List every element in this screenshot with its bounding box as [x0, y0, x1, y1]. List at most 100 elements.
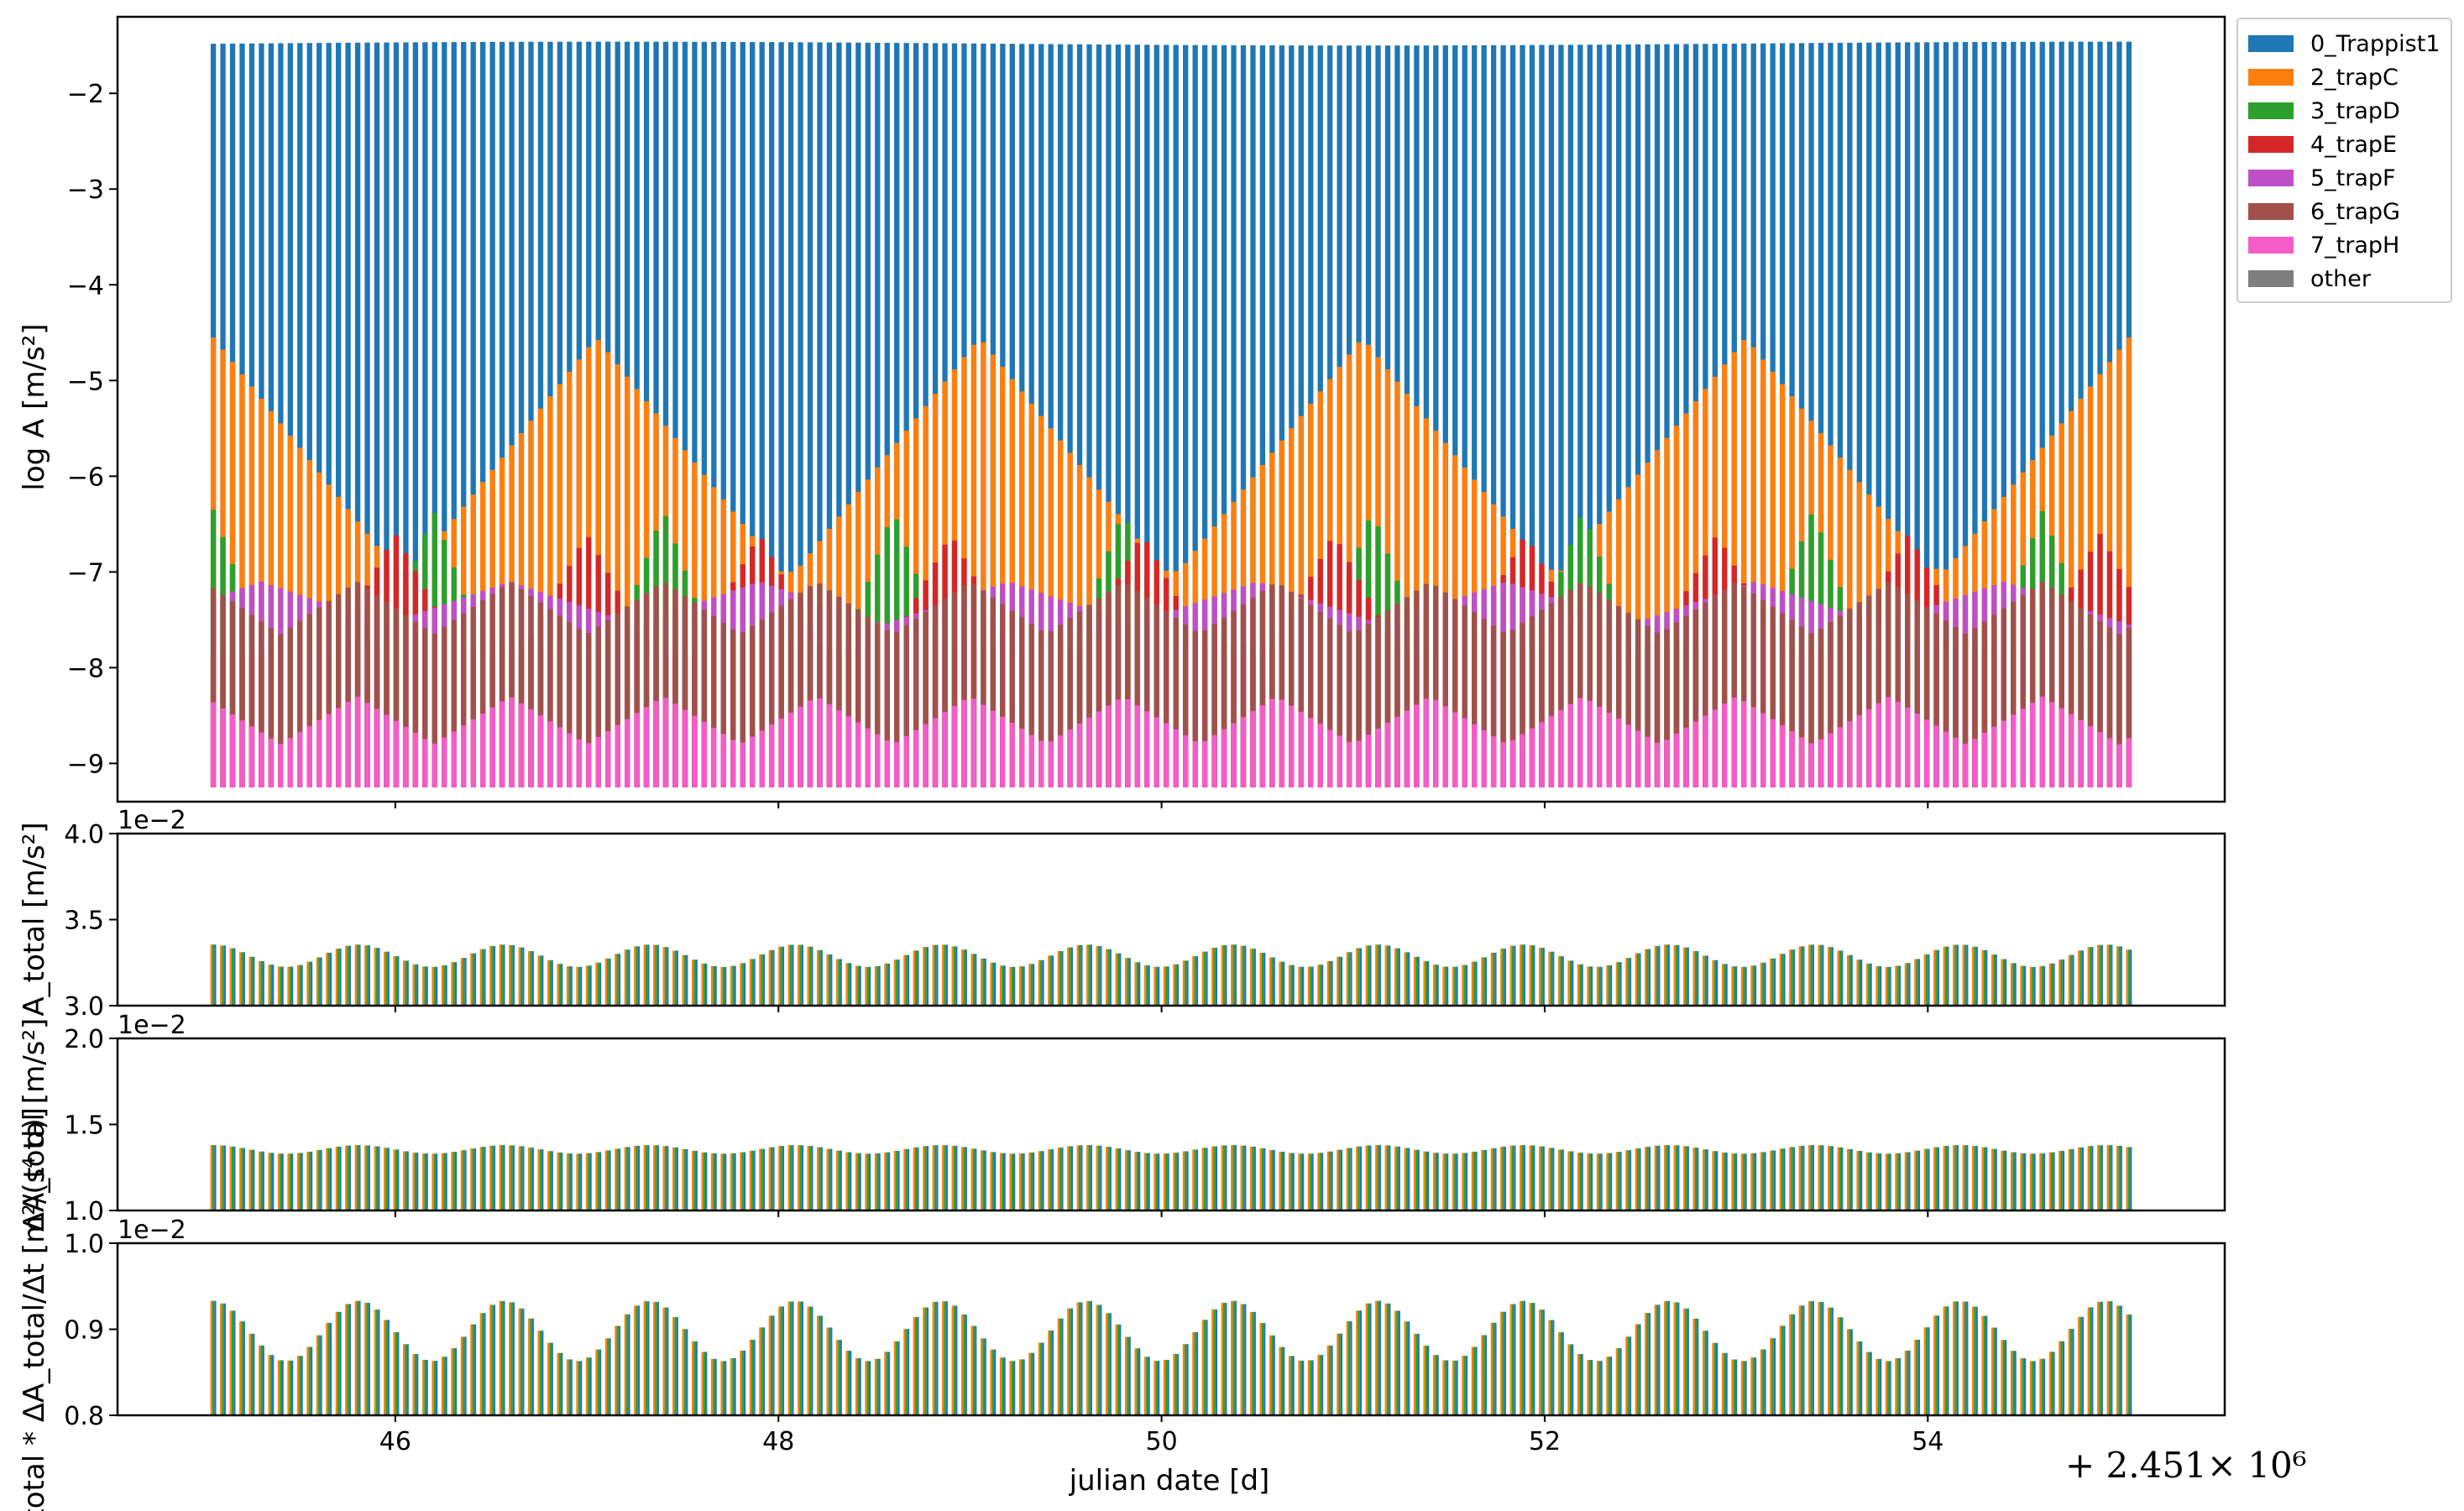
bar-series-1-1	[1117, 953, 1120, 1006]
bar-series-1-1	[2089, 947, 2092, 1006]
bar-series-1-1	[1627, 958, 1630, 1006]
bar-7-traph	[1269, 698, 1275, 787]
bar-6-trapg	[2068, 601, 2074, 787]
bar-7-traph	[701, 721, 708, 787]
bar-7-traph	[643, 707, 650, 787]
bar-7-traph	[1529, 728, 1535, 787]
bar-7-traph	[567, 733, 573, 787]
bar-7-traph	[1298, 711, 1304, 787]
bar-series-3-2	[1263, 1322, 1266, 1415]
bar-series-1-1	[1887, 966, 1890, 1006]
legend-label: 5_trapF	[2310, 165, 2396, 191]
bar-6-trapg	[220, 594, 226, 787]
bar-series-1-2	[1003, 965, 1006, 1006]
bar-series-2-0	[1991, 1148, 1994, 1210]
bar-series-3-2	[1167, 1359, 1169, 1415]
bar-series-3-2	[570, 1359, 573, 1415]
bar-series-2-1	[1280, 1151, 1284, 1210]
bar-series-2-2	[1831, 1146, 1834, 1210]
bar-series-1-2	[1359, 948, 1363, 1006]
bar-0-trappist1	[1038, 44, 1044, 787]
bar-series-3-1	[1598, 1361, 1601, 1415]
bar-series-3-0	[2126, 1314, 2128, 1415]
bar-series-1-0	[1972, 946, 1975, 1006]
bar-6-trapg	[740, 632, 745, 787]
bar-series-2-1	[1791, 1147, 1793, 1210]
bar-7-traph	[1520, 734, 1525, 787]
bar-6-trapg	[970, 583, 977, 787]
bar-series-2-2	[936, 1145, 939, 1210]
x-tick-label: 54	[1912, 1427, 1943, 1456]
bar-series-1-1	[472, 953, 474, 1006]
bar-series-1-0	[1885, 966, 1888, 1006]
bar-7-traph	[817, 698, 823, 787]
bar-6-trapg	[1654, 632, 1661, 787]
bar-series-3-1	[655, 1301, 657, 1415]
bar-series-1-1	[2012, 963, 2015, 1006]
bar-series-2-0	[326, 1148, 328, 1210]
bar-series-2-0	[2068, 1148, 2070, 1210]
bar-7-traph	[2001, 720, 2006, 787]
bar-6-trapg	[1798, 626, 1805, 787]
bar-series-3-2	[301, 1356, 303, 1415]
bar-series-3-2	[416, 1353, 419, 1415]
bar-series-3-0	[547, 1342, 550, 1415]
bar-6-trapg	[317, 607, 322, 787]
bar-series-2-0	[1279, 1151, 1281, 1210]
bar-series-3-2	[473, 1324, 477, 1415]
bar-6-trapg	[1279, 585, 1285, 787]
bar-series-1-0	[1596, 966, 1599, 1006]
bar-series-3-1	[683, 1329, 687, 1415]
bar-series-2-1	[1222, 1145, 1226, 1210]
bar-series-1-2	[984, 958, 986, 1006]
bar-series-2-1	[1347, 1148, 1351, 1210]
bar-series-3-0	[296, 1356, 300, 1415]
bar-series-1-2	[975, 954, 977, 1006]
bar-series-2-0	[364, 1145, 367, 1210]
bar-0-trappist1	[1154, 44, 1159, 787]
bar-series-3-0	[316, 1335, 319, 1415]
bar-6-trapg	[1164, 611, 1169, 787]
bar-series-1-1	[2079, 950, 2082, 1006]
bar-series-3-0	[470, 1324, 473, 1415]
bar-series-3-0	[432, 1361, 434, 1415]
bar-series-2-1	[1993, 1148, 1996, 1210]
bar-6-trapg	[730, 629, 736, 787]
bar-6-trapg	[364, 588, 370, 787]
bar-series-3-1	[1550, 1320, 1553, 1415]
bar-series-2-1	[1724, 1152, 1726, 1210]
bar-6-trapg	[692, 603, 698, 787]
bar-0-trappist1	[1886, 42, 1891, 787]
bar-6-trapg	[961, 585, 967, 787]
bar-series-1-0	[1173, 964, 1175, 1006]
bar-series-3-0	[1577, 1354, 1580, 1415]
bar-7-traph	[528, 709, 534, 787]
product-ylabel: A_total * ΔA_total/Δt [m²/(s⁴ d)]	[18, 1107, 51, 1511]
bar-series-1-0	[393, 956, 395, 1006]
bar-series-3-1	[1310, 1360, 1312, 1415]
bar-series-1-1	[1511, 945, 1514, 1006]
bar-series-1-0	[672, 950, 675, 1006]
bar-series-2-2	[1562, 1149, 1564, 1210]
bar-series-3-0	[1211, 1309, 1214, 1415]
bar-series-1-2	[1484, 957, 1488, 1006]
bar-series-3-2	[1706, 1331, 1708, 1415]
bar-series-1-0	[432, 966, 434, 1006]
bar-series-2-2	[1966, 1145, 1969, 1210]
bar-series-3-1	[1078, 1302, 1081, 1415]
bar-series-1-2	[850, 963, 852, 1006]
bar-0-trappist1	[1500, 44, 1506, 787]
bar-0-trappist1	[798, 42, 803, 787]
bar-series-1-2	[753, 959, 756, 1006]
bar-series-1-0	[1818, 944, 1820, 1006]
bar-series-1-2	[290, 966, 294, 1006]
bar-series-3-1	[1435, 1355, 1437, 1415]
bar-series-1-0	[1740, 966, 1744, 1006]
bar-0-trappist1	[826, 42, 833, 787]
bar-series-3-0	[1673, 1302, 1676, 1415]
bar-series-2-0	[2010, 1152, 2013, 1210]
bar-series-2-2	[1215, 1146, 1218, 1210]
bar-6-trapg	[509, 582, 515, 787]
bar-series-1-2	[214, 944, 217, 1006]
bar-series-3-0	[1904, 1350, 1907, 1415]
